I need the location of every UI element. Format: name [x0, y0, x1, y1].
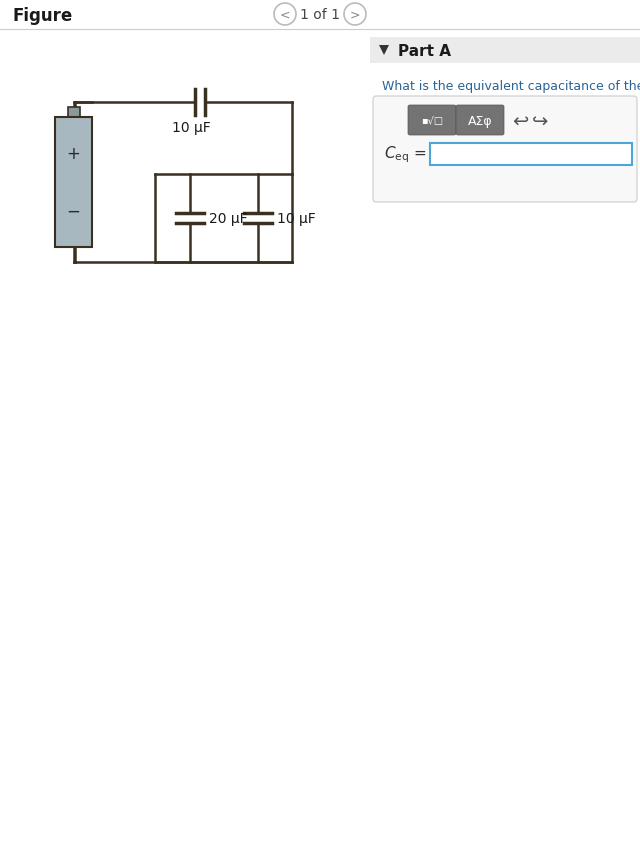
- Bar: [67, 108, 79, 118]
- Text: 20 μF: 20 μF: [209, 212, 248, 226]
- Text: >: >: [349, 9, 360, 21]
- Text: +: +: [67, 145, 81, 164]
- FancyBboxPatch shape: [408, 106, 456, 135]
- Text: ↪: ↪: [532, 112, 548, 130]
- Text: $C_{\mathrm{eq}}$ =: $C_{\mathrm{eq}}$ =: [384, 145, 426, 165]
- Bar: [430, 144, 632, 166]
- Text: ↩: ↩: [512, 112, 528, 130]
- Text: Figure: Figure: [12, 7, 72, 25]
- Text: 10 μF: 10 μF: [172, 121, 211, 135]
- Bar: [55, 118, 92, 248]
- FancyBboxPatch shape: [373, 97, 637, 203]
- Text: What is the equivalent capacitance of the t: What is the equivalent capacitance of th…: [382, 80, 640, 93]
- FancyBboxPatch shape: [456, 106, 504, 135]
- Text: <: <: [280, 9, 291, 21]
- Text: Part A: Part A: [398, 43, 451, 59]
- Text: 10 μF: 10 μF: [277, 212, 316, 226]
- Text: 1 of 1: 1 of 1: [300, 8, 340, 22]
- Bar: [370, 38, 640, 64]
- Text: ▪√□: ▪√□: [421, 116, 443, 126]
- Text: −: −: [67, 203, 81, 221]
- Text: ΑΣφ: ΑΣφ: [468, 114, 492, 127]
- Polygon shape: [379, 46, 389, 56]
